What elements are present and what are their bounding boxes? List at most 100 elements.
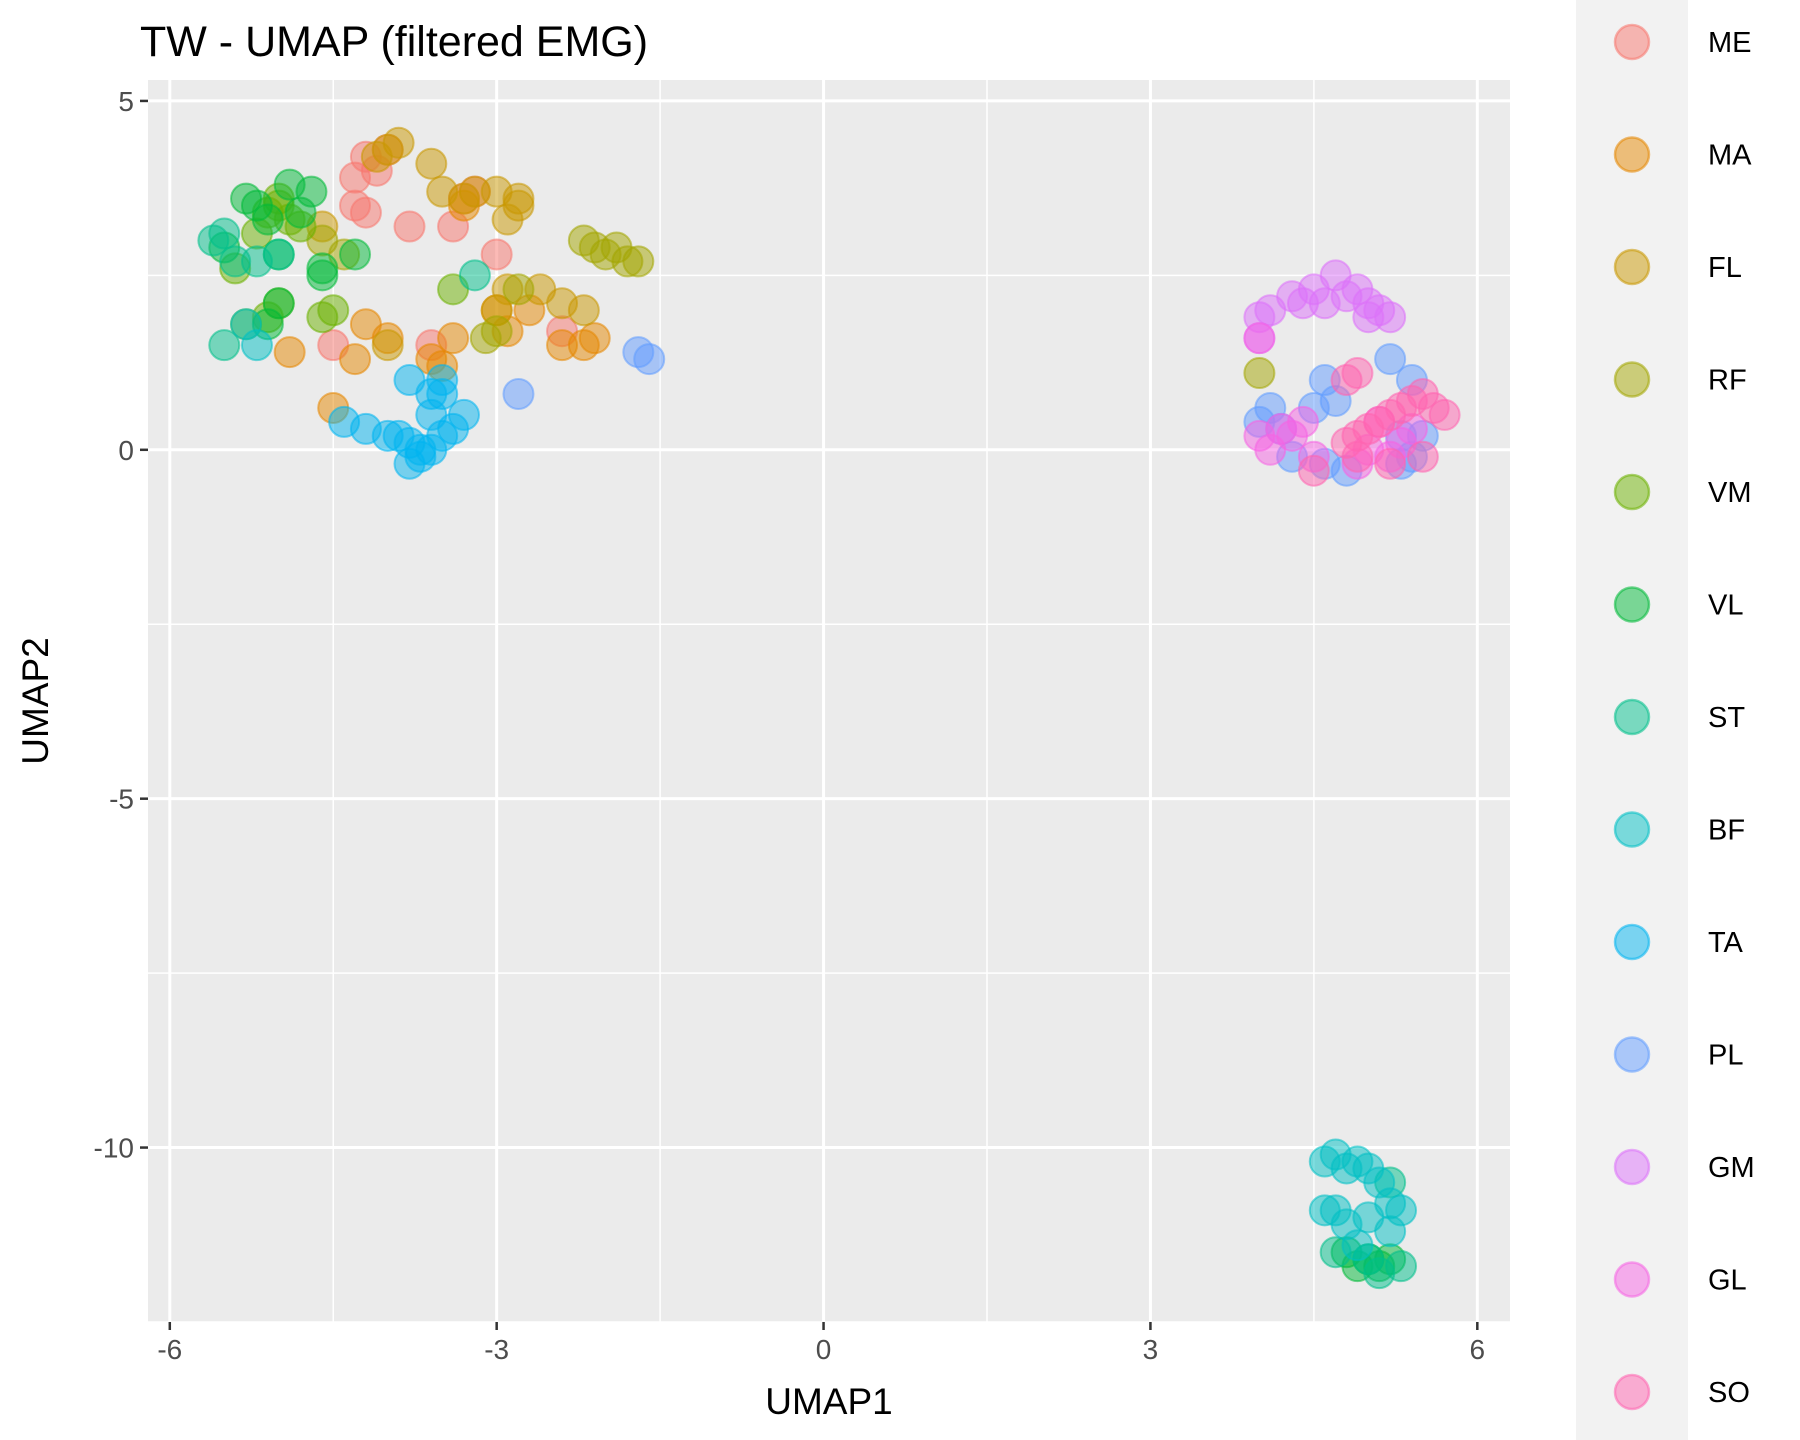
legend-item-ta: TA [1613, 923, 1744, 961]
legend-item-bf: BF [1613, 811, 1745, 848]
legend-label: VM [1708, 477, 1752, 509]
legend-label: ME [1708, 27, 1752, 59]
data-point [382, 126, 415, 159]
series-st [197, 217, 1418, 1290]
legend-key [1613, 1261, 1651, 1298]
legend-item-me: ME [1613, 23, 1752, 61]
data-point [1352, 301, 1385, 334]
data-point [578, 322, 611, 355]
data-point [426, 364, 459, 397]
data-point [1374, 1215, 1407, 1248]
data-point [339, 343, 372, 376]
legend-key [1613, 361, 1651, 398]
data-point [317, 294, 350, 327]
series-so [1297, 357, 1461, 487]
legend-label: VL [1708, 590, 1743, 622]
data-point [1243, 322, 1276, 355]
legend: ME MA FL RF VM VL ST BF TA PL GM GL SO [1576, 0, 1755, 1440]
data-point [437, 322, 470, 355]
data-point [567, 294, 600, 327]
legend-key [1613, 1373, 1651, 1411]
y-tick-label: 5 [118, 86, 134, 117]
series-ta [328, 364, 480, 480]
legend-key [1613, 1036, 1651, 1073]
data-point [480, 315, 513, 348]
data-point [1341, 1229, 1374, 1262]
y-tick-label: -10 [94, 1133, 134, 1164]
grid-major [148, 80, 1510, 1322]
y-tick-label: -5 [109, 784, 134, 815]
legend-label: FL [1708, 252, 1742, 284]
legend-item-so: SO [1613, 1373, 1750, 1411]
legend-item-ma: MA [1613, 136, 1752, 173]
data-point [1286, 287, 1319, 320]
legend-label: GL [1708, 1265, 1747, 1297]
data-point [273, 336, 306, 369]
data-point [458, 259, 491, 292]
data-point [371, 329, 404, 362]
legend-label: GM [1708, 1152, 1755, 1184]
data-point [1276, 419, 1309, 452]
legend-key [1613, 586, 1651, 623]
data-point [339, 238, 372, 271]
legend-item-gm: GM [1613, 1148, 1755, 1186]
x-tick-label: -3 [484, 1334, 509, 1365]
legend-label: ST [1708, 702, 1745, 734]
data-point [622, 245, 655, 278]
x-tick-label: 6 [1470, 1334, 1486, 1365]
legend-item-st: ST [1613, 698, 1745, 736]
legend-key [1613, 811, 1651, 848]
data-point [1330, 364, 1363, 397]
legend-key [1613, 136, 1651, 173]
x-tick-label: -6 [157, 1334, 182, 1365]
data-point [339, 189, 372, 222]
data-point [1385, 1250, 1418, 1283]
legend-key [1613, 698, 1651, 736]
x-axis-title: UMAP1 [765, 1381, 892, 1422]
data-point [208, 217, 241, 250]
data-point [230, 308, 263, 341]
data-point [1341, 440, 1374, 473]
y-axis: 5 0 -5 -10 [94, 86, 148, 1164]
legend-label: PL [1708, 1040, 1743, 1072]
x-axis: -6 -3 0 3 6 [157, 1322, 1485, 1365]
data-point [306, 259, 339, 292]
data-point [480, 238, 513, 271]
data-point [447, 398, 480, 431]
data-point [284, 196, 317, 229]
x-tick-label: 3 [1143, 1334, 1159, 1365]
legend-label: SO [1708, 1377, 1750, 1409]
legend-key [1613, 23, 1651, 61]
data-point [251, 203, 284, 236]
legend-key [1613, 248, 1651, 286]
data-point [1374, 343, 1407, 376]
data-point [1297, 454, 1330, 487]
data-point [1243, 357, 1276, 390]
data-point [415, 147, 448, 180]
data-point [1406, 440, 1439, 473]
data-point [208, 329, 241, 362]
legend-item-vl: VL [1613, 586, 1743, 623]
data-point [502, 182, 535, 215]
y-axis-title: UMAP2 [15, 637, 56, 764]
chart-title: TW - UMAP (filtered EMG) [140, 18, 648, 66]
legend-item-gl: GL [1613, 1261, 1747, 1298]
x-tick-label: 0 [816, 1334, 832, 1365]
data-point [633, 343, 666, 376]
legend-key [1613, 473, 1651, 511]
legend-label: TA [1708, 927, 1744, 959]
data-point [393, 364, 426, 397]
legend-label: BF [1708, 815, 1745, 847]
data-point [393, 447, 426, 480]
data-point [502, 273, 535, 306]
legend-item-rf: RF [1613, 361, 1747, 398]
legend-key [1613, 1148, 1651, 1186]
legend-label: MA [1708, 140, 1752, 172]
series-gl [1243, 322, 1428, 480]
data-point [262, 238, 295, 271]
legend-item-vm: VM [1613, 473, 1752, 511]
legend-item-fl: FL [1613, 248, 1742, 286]
series-rf [306, 224, 1276, 390]
series-bf [230, 308, 1418, 1262]
